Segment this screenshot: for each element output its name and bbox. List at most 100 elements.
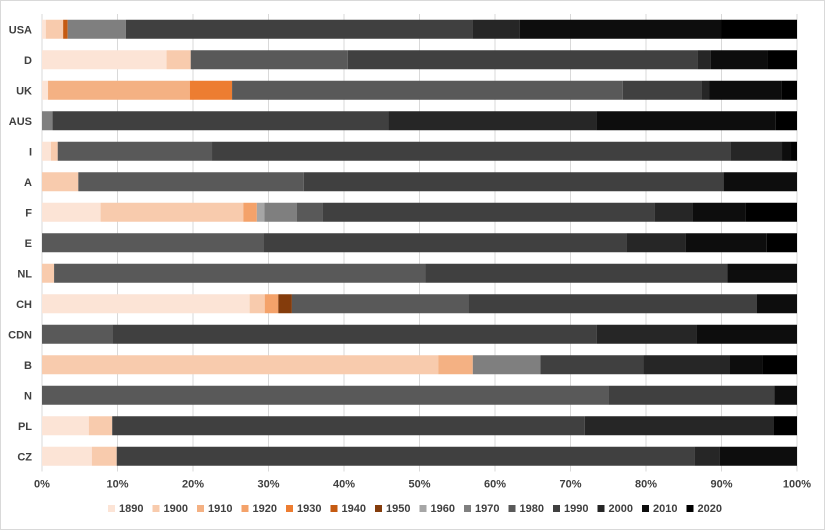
- legend-swatch: [642, 505, 649, 512]
- x-tick-label: 60%: [484, 479, 506, 491]
- legend-swatch: [108, 505, 115, 512]
- x-tick-labels: 0% 10% 20% 30% 40% 50% 60% 70% 80% 90% 100%: [34, 479, 811, 491]
- x-tick-label: 70%: [559, 479, 581, 491]
- bar-segment: [626, 233, 686, 253]
- bar-segment: [48, 80, 190, 100]
- bar-segment: [42, 324, 113, 344]
- legend: 1890 1900 1910 1920 1930 1940 1950 1960 1970 1980…: [108, 503, 722, 515]
- bar-segment: [472, 355, 541, 375]
- bar-segment: [166, 50, 191, 70]
- bar-segment: [42, 385, 609, 405]
- bar-segment: [264, 294, 279, 314]
- bar-segment: [256, 202, 265, 222]
- bar-segment: [791, 141, 797, 161]
- legend-label: 2020: [698, 503, 722, 515]
- legend-label: 1990: [564, 503, 588, 515]
- bar-segment: [42, 446, 92, 466]
- bar-segment: [278, 294, 292, 314]
- legend-label: 1910: [208, 503, 232, 515]
- bar-segment: [745, 202, 797, 222]
- bar-segment: [243, 202, 257, 222]
- category-label: NL: [17, 268, 32, 280]
- legend-swatch: [419, 505, 427, 512]
- category-label: E: [25, 238, 32, 250]
- bar-segment: [727, 263, 797, 283]
- bar-segment: [622, 80, 702, 100]
- x-tick-label: 20%: [182, 479, 204, 491]
- bar-segment: [762, 355, 797, 375]
- bar-segment: [42, 233, 264, 253]
- bar-segment: [116, 446, 695, 466]
- legend-swatch: [330, 505, 338, 512]
- bar-segment: [730, 141, 783, 161]
- bar-segment: [540, 355, 644, 375]
- bar-segment: [42, 80, 49, 100]
- legend-swatch: [686, 505, 694, 512]
- x-tick-label: 90%: [710, 479, 732, 491]
- bar-segment: [42, 50, 167, 70]
- bar-segment: [347, 50, 698, 70]
- bar-segment: [468, 294, 757, 314]
- bar-segment: [781, 80, 797, 100]
- bar-segment: [694, 446, 720, 466]
- legend-swatch: [553, 505, 560, 512]
- bar-segment: [42, 294, 250, 314]
- bar-segment: [388, 111, 597, 131]
- bar-segment: [57, 141, 213, 161]
- bar-segment: [190, 50, 348, 70]
- bar-segment: [709, 80, 782, 100]
- bar-segment: [774, 385, 797, 405]
- bar-segment: [692, 202, 746, 222]
- bar-segment: [719, 446, 797, 466]
- category-label: PL: [18, 421, 32, 433]
- legend-swatch: [197, 505, 204, 512]
- bar-segment: [50, 141, 58, 161]
- category-label: B: [24, 360, 32, 372]
- bar-segment: [643, 355, 731, 375]
- category-label: CZ: [17, 451, 32, 463]
- bar-segment: [42, 19, 46, 39]
- category-label: N: [24, 390, 32, 402]
- bar-segment: [767, 50, 797, 70]
- x-tick-label: 100%: [783, 479, 811, 491]
- bar-segment: [45, 19, 64, 39]
- category-labels: USA D UK AUS I A F E NL CH CDN B N PL CZ: [8, 24, 32, 463]
- bar-segment: [264, 202, 297, 222]
- legend-label: 1930: [297, 503, 321, 515]
- legend-swatch: [286, 505, 293, 512]
- bar-segment: [685, 233, 767, 253]
- bar-segment: [596, 111, 776, 131]
- x-tick-label: 40%: [333, 479, 355, 491]
- legend-label: 2000: [609, 503, 633, 515]
- legend-label: 2010: [653, 503, 677, 515]
- bar-segment: [212, 141, 731, 161]
- bar-segment: [112, 416, 585, 436]
- legend-label: 1950: [386, 503, 410, 515]
- bar-segment: [723, 172, 797, 192]
- bar-segment: [596, 324, 697, 344]
- legend-label: 1960: [431, 503, 455, 515]
- category-label: UK: [16, 85, 32, 97]
- bar-segment: [42, 355, 439, 375]
- category-label: USA: [9, 24, 32, 36]
- bar-segment: [730, 355, 763, 375]
- legend-label: 1980: [520, 503, 544, 515]
- bar-segment: [263, 233, 627, 253]
- bar-segment: [296, 202, 323, 222]
- bar-segment: [63, 19, 68, 39]
- legend-swatch: [597, 505, 605, 512]
- legend-swatch: [375, 505, 382, 512]
- bar-segment: [67, 19, 126, 39]
- bar-segment: [696, 324, 797, 344]
- bar-segment: [425, 263, 728, 283]
- bar-segment: [100, 202, 244, 222]
- bar-segment: [189, 80, 233, 100]
- bar-segment: [42, 202, 101, 222]
- bar-segment: [472, 19, 520, 39]
- bar-segment: [608, 385, 775, 405]
- category-label: AUS: [9, 116, 32, 128]
- bar-segment: [303, 172, 724, 192]
- bar-segment: [112, 324, 597, 344]
- legend-label: 1920: [253, 503, 277, 515]
